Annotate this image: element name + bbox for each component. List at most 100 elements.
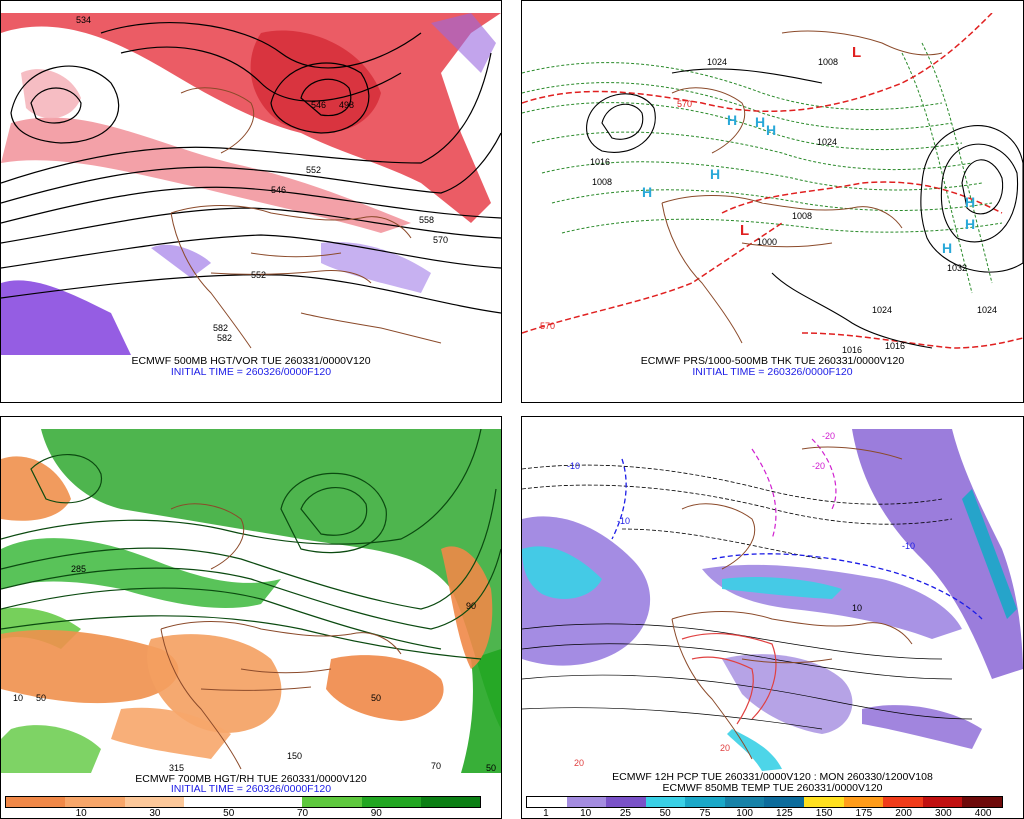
temp-contour-label: 20 <box>574 758 584 768</box>
colorbar-swatch <box>6 797 66 807</box>
panel-precip-850mb-temp: -10 -10 -20 10 20 20 -10 -20 ECMWF 12H P… <box>521 416 1024 819</box>
contour-label: 90 <box>466 601 476 611</box>
colorbar-tick-label: 30 <box>149 808 161 819</box>
temp-contour-label: 10 <box>852 603 862 613</box>
colorbar-tick-label: 200 <box>895 808 912 819</box>
colorbar-tick-label: 1 <box>543 808 549 819</box>
contour-label: 498 <box>339 100 354 110</box>
colorbar-swatch <box>361 797 421 807</box>
colorbar-tick-label: 90 <box>370 808 382 819</box>
map-prs-thickness: H H H H H H H H L L 1024 1008 1016 1024 … <box>522 13 1023 355</box>
contour-label: 1016 <box>885 341 905 351</box>
contour-label: 546 <box>271 185 286 195</box>
colorbar-swatch <box>606 797 646 807</box>
colorbar-tick-label: 25 <box>619 808 631 819</box>
contour-label: 50 <box>371 693 381 703</box>
contour-label: 570 <box>433 235 448 245</box>
contour-label: 50 <box>36 693 46 703</box>
rh-colorbar-ticks: 10 30 50 70 90 <box>5 808 481 819</box>
colorbar-swatch <box>65 797 125 807</box>
contour-label: 546 <box>311 100 326 110</box>
contour-label: 1016 <box>842 345 862 355</box>
colorbar-tick-label: 10 <box>580 808 592 819</box>
colorbar-tick-label: 50 <box>659 808 671 819</box>
colorbar-swatch <box>922 797 963 807</box>
colorbar-swatch <box>243 797 303 807</box>
colorbar-tick-label: 10 <box>75 808 87 819</box>
panel-caption-title: ECMWF 500MB HGT/VOR TUE 260331/0000V120 <box>131 355 371 367</box>
map-700mb-hgt-rh: 285 50 10 50 315 150 50 70 90 <box>1 429 501 773</box>
colorbar-tick-label: 100 <box>736 808 753 819</box>
contour-label: 1008 <box>592 177 612 187</box>
contour-label: 582 <box>213 323 228 333</box>
panel-caption-init: INITIAL TIME = 260326/0000F120 <box>170 783 332 795</box>
contour-label: 582 <box>217 333 232 343</box>
high-pressure-marker: H <box>766 122 776 138</box>
contour-label: 10 <box>13 693 23 703</box>
colorbar-tick-label: 300 <box>935 808 952 819</box>
temp-contour-label: -10 <box>902 541 915 551</box>
contour-label: 1024 <box>872 305 892 315</box>
contour-label: 534 <box>76 15 91 25</box>
colorbar-swatch <box>645 797 686 807</box>
temp-contour-label: -20 <box>812 461 825 471</box>
colorbar-swatch <box>804 797 844 807</box>
colorbar-tick-label: 50 <box>223 808 235 819</box>
precip-colorbar-ticks: 1 10 25 50 75 100 125 150 175 200 300 400 <box>526 808 1003 819</box>
panel-caption-title: ECMWF 12H PCP TUE 260331/0000V120 : MON … <box>612 771 933 783</box>
contour-label: 1008 <box>792 211 812 221</box>
high-pressure-marker: H <box>965 216 975 232</box>
panel-prs-thickness: H H H H H H H H L L 1024 1008 1016 1024 … <box>521 0 1024 403</box>
colorbar-swatch <box>420 797 480 807</box>
colorbar-tick-label: 125 <box>776 808 793 819</box>
temp-contour-label: -20 <box>822 431 835 441</box>
high-pressure-marker: H <box>727 112 737 128</box>
panel-700mb-hgt-rh: 285 50 10 50 315 150 50 70 90 ECMWF 700M… <box>0 416 502 819</box>
rh-colorbar <box>5 796 481 808</box>
temp-contour-label: -10 <box>617 516 630 526</box>
colorbar-swatch <box>124 797 184 807</box>
contour-label: 552 <box>306 165 321 175</box>
contour-label: 150 <box>287 751 302 761</box>
panel-caption-title: ECMWF 700MB HGT/RH TUE 260331/0000V120 <box>135 773 367 785</box>
map-precip-850mb-temp: -10 -10 -20 10 20 20 -10 -20 <box>522 429 1023 771</box>
contour-label: 50 <box>486 763 496 773</box>
contour-label: 1016 <box>590 157 610 167</box>
contour-label: 1024 <box>977 305 997 315</box>
precip-colorbar <box>526 796 1003 808</box>
contour-label: 558 <box>419 215 434 225</box>
temp-contour-label: 20 <box>720 743 730 753</box>
colorbar-swatch <box>883 797 923 807</box>
contour-label: 1032 <box>947 263 967 273</box>
colorbar-swatch <box>527 797 567 807</box>
high-pressure-marker: H <box>965 194 975 210</box>
panel-caption-subtitle: ECMWF 850MB TEMP TUE 260331/0000V120 <box>662 782 883 794</box>
high-pressure-marker: H <box>755 114 765 130</box>
colorbar-tick-label: 175 <box>855 808 873 819</box>
temp-contour-label: -10 <box>567 461 580 471</box>
panel-caption-init: INITIAL TIME = 260326/0000F120 <box>170 366 332 378</box>
colorbar-swatch <box>764 797 805 807</box>
contour-label: 1024 <box>817 137 837 147</box>
low-pressure-marker: L <box>740 222 749 239</box>
contour-label: 70 <box>431 761 441 771</box>
contour-label: 1000 <box>757 237 777 247</box>
colorbar-swatch <box>724 797 765 807</box>
panel-caption-init: INITIAL TIME = 260326/0000F120 <box>692 366 853 378</box>
contour-label: 1008 <box>818 57 838 67</box>
map-500mb-hgt-vor: 534 546 498 552 558 546 570 552 582 582 <box>1 13 501 355</box>
colorbar-tick-label: 150 <box>815 808 833 819</box>
contour-label: 552 <box>251 270 266 280</box>
contour-label: 570 <box>540 321 555 331</box>
colorbar-swatch <box>566 797 607 807</box>
high-pressure-marker: H <box>942 240 952 256</box>
colorbar-swatch <box>962 797 1002 807</box>
colorbar-swatch <box>843 797 884 807</box>
colorbar-tick-label: 400 <box>974 808 992 819</box>
colorbar-tick-label: 70 <box>296 808 309 819</box>
colorbar-swatch <box>183 797 243 807</box>
colorbar-swatch <box>685 797 725 807</box>
panel-caption-title: ECMWF PRS/1000-500MB THK TUE 260331/0000… <box>640 355 905 367</box>
low-pressure-marker: L <box>852 44 861 61</box>
contour-label: 570 <box>677 99 692 109</box>
